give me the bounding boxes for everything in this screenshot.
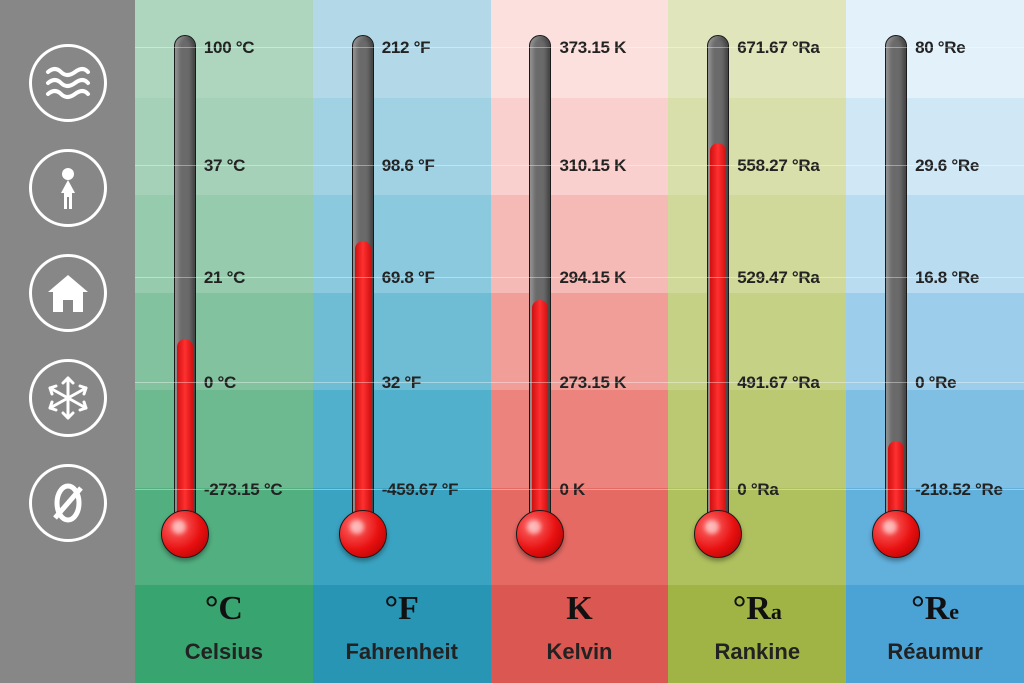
tick-label-3: 0 °Re: [915, 373, 956, 393]
scale-reaumur: 80 °Re 29.6 °Re 16.8 °Re 0 °Re -218.52 °Re °R…: [846, 0, 1024, 683]
snowflake-icon: [29, 359, 107, 437]
scale-symbol: °F: [313, 590, 491, 628]
scale-symbol: °Re: [846, 590, 1024, 628]
tick-label-3: 491.67 °Ra: [737, 373, 819, 393]
tick-label-1: 29.6 °Re: [915, 156, 979, 176]
scale-celsius: 100 °C 37 °C 21 °C 0 °C -273.15 °C °C Celsius: [135, 0, 313, 683]
thermometer-tube: [529, 35, 551, 525]
tick-label-0: 80 °Re: [915, 38, 965, 58]
reference-sidebar: [0, 0, 135, 683]
scale-name: Celsius: [135, 639, 313, 665]
thermometer: 373.15 K 310.15 K 294.15 K 273.15 K 0 K: [509, 35, 649, 575]
tick-label-0: 373.15 K: [559, 38, 626, 58]
thermometer-tube: [352, 35, 374, 525]
thermometer: 212 °F 98.6 °F 69.8 °F 32 °F -459.67 °F: [332, 35, 472, 575]
thermometer-tube: [707, 35, 729, 525]
scale-name: Réaumur: [846, 639, 1024, 665]
boiling-icon: [29, 44, 107, 122]
scale-rankine: 671.67 °Ra 558.27 °Ra 529.47 °Ra 491.67 °Ra…: [668, 0, 846, 683]
tick-label-2: 294.15 K: [559, 268, 626, 288]
tick-label-3: 32 °F: [382, 373, 421, 393]
thermometer-fluid: [177, 339, 193, 524]
tick-label-2: 69.8 °F: [382, 268, 435, 288]
zero-icon: [29, 464, 107, 542]
tick-label-0: 671.67 °Ra: [737, 38, 819, 58]
thermometer-bulb: [516, 510, 564, 558]
scale-name: Kelvin: [491, 639, 669, 665]
tick-label-2: 529.47 °Ra: [737, 268, 819, 288]
scale-symbol: °Ra: [668, 590, 846, 628]
tick-label-3: 273.15 K: [559, 373, 626, 393]
scale-symbol: °C: [135, 590, 313, 628]
tick-label-1: 98.6 °F: [382, 156, 435, 176]
tick-label-1: 310.15 K: [559, 156, 626, 176]
tick-label-1: 558.27 °Ra: [737, 156, 819, 176]
thermometer: 80 °Re 29.6 °Re 16.8 °Re 0 °Re -218.52 °Re: [865, 35, 1005, 575]
scale-name: Fahrenheit: [313, 639, 491, 665]
tick-label-4: 0 K: [559, 480, 585, 500]
tick-label-4: -218.52 °Re: [915, 480, 1003, 500]
tick-label-0: 212 °F: [382, 38, 430, 58]
thermometer: 100 °C 37 °C 21 °C 0 °C -273.15 °C: [154, 35, 294, 575]
thermometer-tube: [885, 35, 907, 525]
scale-fahrenheit: 212 °F 98.6 °F 69.8 °F 32 °F -459.67 °F °F Fah…: [313, 0, 491, 683]
thermometer-bulb: [694, 510, 742, 558]
thermometer: 671.67 °Ra 558.27 °Ra 529.47 °Ra 491.67 °Ra…: [687, 35, 827, 575]
thermometer-fluid: [355, 241, 371, 524]
thermometer-bulb: [872, 510, 920, 558]
tick-label-1: 37 °C: [204, 156, 245, 176]
thermometer-tube: [174, 35, 196, 525]
tick-label-3: 0 °C: [204, 373, 236, 393]
thermometer-fluid: [710, 143, 726, 524]
tick-label-2: 21 °C: [204, 268, 245, 288]
tick-label-2: 16.8 °Re: [915, 268, 979, 288]
scale-columns: 100 °C37 °C21 °C0 °C-273.15 °C°CCelsius2…: [135, 0, 1024, 683]
thermometer-bulb: [161, 510, 209, 558]
tick-label-4: -459.67 °F: [382, 480, 459, 500]
tick-label-4: 0 °Ra: [737, 480, 778, 500]
tick-label-0: 100 °C: [204, 38, 254, 58]
scale-symbol: K: [491, 590, 669, 628]
house-icon: [29, 254, 107, 332]
temperature-infographic: 100 °C37 °C21 °C0 °C-273.15 °C°CCelsius2…: [0, 0, 1024, 683]
tick-label-4: -273.15 °C: [204, 480, 282, 500]
person-icon: [29, 149, 107, 227]
scale-kelvin: 373.15 K 310.15 K 294.15 K 273.15 K 0 K K Kelv…: [491, 0, 669, 683]
thermometer-bulb: [339, 510, 387, 558]
scale-name: Rankine: [668, 639, 846, 665]
thermometer-fluid: [532, 300, 548, 524]
